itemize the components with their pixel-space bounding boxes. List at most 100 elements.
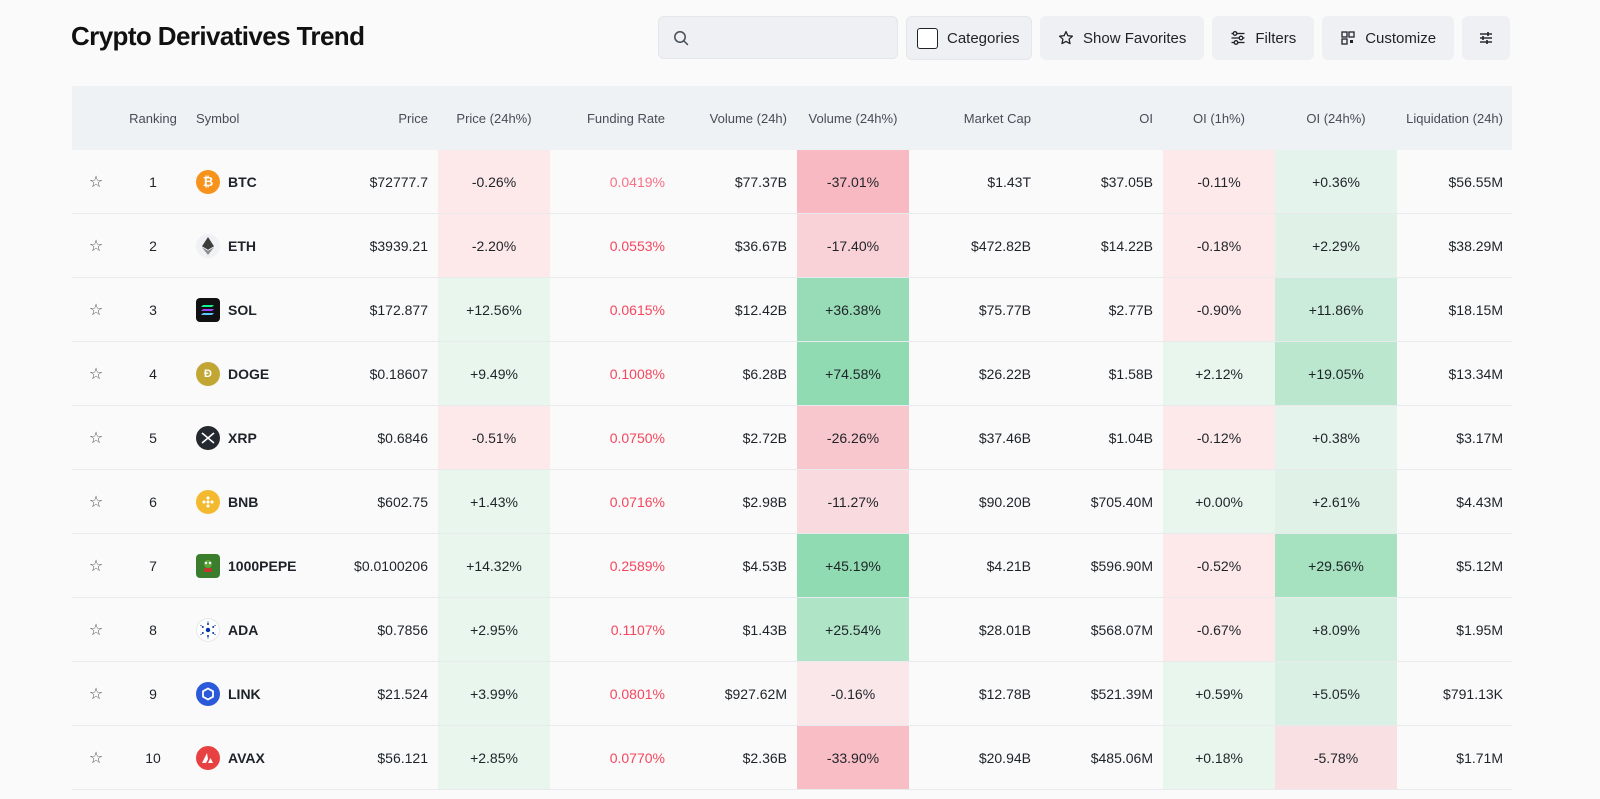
rank-cell: 4 bbox=[149, 365, 157, 382]
funding-rate-cell: 0.0750% bbox=[609, 429, 665, 446]
search-box[interactable] bbox=[658, 16, 898, 59]
oi-1h-cell: -0.11% bbox=[1163, 150, 1275, 213]
volume-24h-cell: -37.01% bbox=[797, 150, 909, 213]
symbol-cell[interactable]: SOL bbox=[186, 278, 336, 341]
search-input[interactable] bbox=[689, 17, 897, 58]
favorite-star-button[interactable]: ☆ bbox=[72, 342, 120, 405]
market-cap-cell: $472.82B bbox=[971, 237, 1031, 254]
header-favorite bbox=[72, 86, 120, 150]
volume-24h-cell: +36.38% bbox=[797, 278, 909, 341]
price-cell: $0.6846 bbox=[377, 429, 428, 446]
liquidation-cell: $38.29M bbox=[1448, 237, 1503, 254]
oi-cell: $521.39M bbox=[1090, 685, 1153, 702]
symbol-cell[interactable]: AVAX bbox=[186, 726, 336, 789]
table-row[interactable]: ☆ 10 AVAX $56.121 +2.85% 0.0770% $2.36B … bbox=[72, 726, 1512, 790]
header-oi-24h[interactable]: OI (24h%) bbox=[1306, 110, 1366, 126]
header-oi-1h[interactable]: OI (1h%) bbox=[1192, 110, 1245, 126]
header-liquidation[interactable]: Liquidation (24h) bbox=[1406, 110, 1503, 126]
volume-24h-cell: -17.40% bbox=[797, 214, 909, 277]
filter-icon bbox=[1231, 31, 1245, 45]
favorite-star-button[interactable]: ☆ bbox=[72, 662, 120, 725]
funding-rate-cell: 0.0615% bbox=[609, 301, 665, 318]
oi-cell: $596.90M bbox=[1090, 557, 1153, 574]
table-row[interactable]: ☆ 9 LINK $21.524 +3.99% 0.0801% $927.62M… bbox=[72, 662, 1512, 726]
table-body: ☆ 1 ₿ BTC $72777.7 -0.26% 0.0419% $77.37… bbox=[72, 150, 1512, 790]
header-funding-rate[interactable]: Funding Rate bbox=[586, 110, 665, 126]
price-cell: $21.524 bbox=[377, 685, 428, 702]
star-icon: ☆ bbox=[88, 621, 104, 639]
oi-24h-cell: +29.56% bbox=[1275, 534, 1397, 597]
volume-24h-cell: -11.27% bbox=[797, 470, 909, 533]
table-row[interactable]: ☆ 5 XRP $0.6846 -0.51% 0.0750% $2.72B -2… bbox=[72, 406, 1512, 470]
liquidation-cell: $4.43M bbox=[1456, 493, 1503, 510]
page-title: Crypto Derivatives Trend bbox=[71, 21, 365, 51]
price-24h-cell: -2.20% bbox=[438, 214, 550, 277]
symbol-cell[interactable]: ETH bbox=[186, 214, 336, 277]
price-24h-cell: +9.49% bbox=[438, 342, 550, 405]
price-cell: $72777.7 bbox=[369, 173, 428, 190]
favorite-star-button[interactable]: ☆ bbox=[72, 470, 120, 533]
symbol-label: BNB bbox=[228, 493, 259, 510]
oi-24h-cell: +5.05% bbox=[1275, 662, 1397, 725]
customize-button[interactable]: Customize bbox=[1322, 16, 1455, 60]
symbol-cell[interactable]: ₿ BTC bbox=[186, 150, 336, 213]
volume-cell: $36.67B bbox=[734, 237, 787, 254]
show-favorites-button[interactable]: Show Favorites bbox=[1040, 16, 1205, 60]
oi-24h-cell: +0.38% bbox=[1275, 406, 1397, 469]
favorite-star-button[interactable]: ☆ bbox=[72, 214, 120, 277]
symbol-label: DOGE bbox=[228, 365, 270, 382]
table-row[interactable]: ☆ 3 SOL $172.877 +12.56% 0.0615% $12.42B… bbox=[72, 278, 1512, 342]
header-symbol[interactable]: Symbol bbox=[196, 110, 240, 126]
header-oi[interactable]: OI bbox=[1139, 110, 1153, 126]
header-volume-24h-pct[interactable]: Volume (24h%) bbox=[808, 110, 898, 126]
volume-24h-cell: +25.54% bbox=[797, 598, 909, 661]
symbol-cell[interactable]: ADA bbox=[186, 598, 336, 661]
favorite-star-button[interactable]: ☆ bbox=[72, 726, 120, 789]
header-market-cap[interactable]: Market Cap bbox=[963, 110, 1031, 126]
market-cap-cell: $1.43T bbox=[987, 173, 1031, 190]
symbol-cell[interactable]: 1000PEPE bbox=[186, 534, 336, 597]
oi-1h-cell: +0.18% bbox=[1163, 726, 1275, 789]
header-price-24h[interactable]: Price (24h%) bbox=[456, 110, 532, 126]
favorite-star-button[interactable]: ☆ bbox=[72, 598, 120, 661]
star-icon: ☆ bbox=[88, 557, 104, 575]
header-price[interactable]: Price bbox=[398, 110, 428, 126]
oi-24h-cell: +8.09% bbox=[1275, 598, 1397, 661]
rank-cell: 6 bbox=[149, 493, 157, 510]
symbol-cell[interactable]: BNB bbox=[186, 470, 336, 533]
categories-checkbox[interactable] bbox=[917, 27, 938, 49]
symbol-cell[interactable]: Đ DOGE bbox=[186, 342, 336, 405]
symbol-cell[interactable]: LINK bbox=[186, 662, 336, 725]
settings-button[interactable] bbox=[1462, 16, 1511, 60]
header-ranking[interactable]: Ranking bbox=[129, 110, 177, 126]
table-row[interactable]: ☆ 8 ADA $0.7856 +2.95% 0.1107% $1.43B +2… bbox=[72, 598, 1512, 662]
sliders-icon bbox=[1480, 32, 1493, 44]
table-row[interactable]: ☆ 6 BNB $602.75 +1.43% 0.0716% $2.98B -1… bbox=[72, 470, 1512, 534]
price-24h-cell: +1.43% bbox=[438, 470, 550, 533]
table-row[interactable]: ☆ 7 1000PEPE $0.0100206 +14.32% 0.2589% … bbox=[72, 534, 1512, 598]
table-row[interactable]: ☆ 4 Đ DOGE $0.18607 +9.49% 0.1008% $6.28… bbox=[72, 342, 1512, 406]
table-row[interactable]: ☆ 2 ETH $3939.21 -2.20% 0.0553% $36.67B … bbox=[72, 214, 1512, 278]
favorite-star-button[interactable]: ☆ bbox=[72, 278, 120, 341]
rank-cell: 8 bbox=[149, 621, 157, 638]
categories-toggle[interactable]: Categories bbox=[906, 16, 1032, 60]
star-icon: ☆ bbox=[88, 493, 104, 511]
table-row[interactable]: ☆ 1 ₿ BTC $72777.7 -0.26% 0.0419% $77.37… bbox=[72, 150, 1512, 214]
price-24h-cell: -0.26% bbox=[438, 150, 550, 213]
filters-button[interactable]: Filters bbox=[1212, 16, 1315, 60]
funding-rate-cell: 0.0553% bbox=[609, 237, 665, 254]
symbol-cell[interactable]: XRP bbox=[186, 406, 336, 469]
favorite-star-button[interactable]: ☆ bbox=[72, 534, 120, 597]
favorite-star-button[interactable]: ☆ bbox=[72, 150, 120, 213]
symbol-label: BTC bbox=[228, 173, 257, 190]
table-header: Ranking Symbol Price Price (24h%) Fundin… bbox=[72, 86, 1512, 150]
customize-icon bbox=[1341, 31, 1355, 45]
oi-24h-cell: +0.36% bbox=[1275, 150, 1397, 213]
price-24h-cell: +12.56% bbox=[438, 278, 550, 341]
favorite-star-button[interactable]: ☆ bbox=[72, 406, 120, 469]
oi-24h-cell: +2.29% bbox=[1275, 214, 1397, 277]
bitcoin-icon: ₿ bbox=[196, 169, 228, 194]
oi-cell: $37.05B bbox=[1100, 173, 1153, 190]
header-volume-24h[interactable]: Volume (24h) bbox=[709, 110, 787, 126]
liquidation-cell: $18.15M bbox=[1448, 301, 1503, 318]
